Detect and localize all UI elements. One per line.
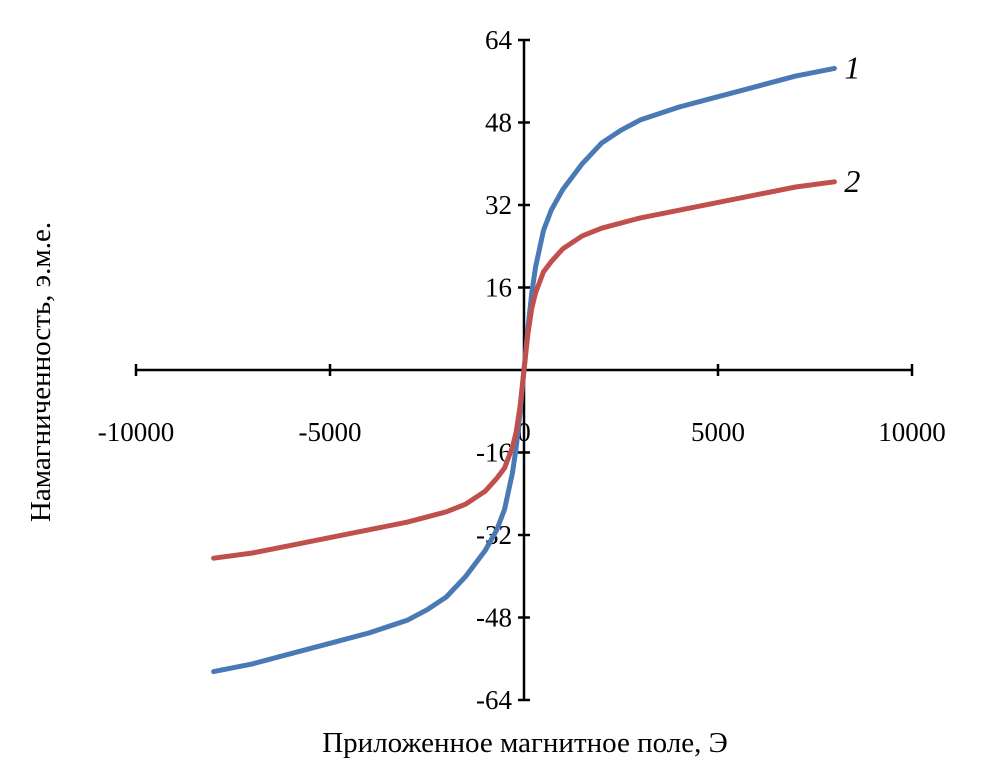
series-label-1: 1 [844,49,860,85]
y-tick-label: 16 [485,273,512,303]
x-tick-label: 10000 [878,417,946,447]
y-tick-label: 48 [485,108,512,138]
y-tick-label: -64 [476,685,512,715]
x-axis-label: Приложенное магнитное поле, Э [322,727,728,759]
series-label-2: 2 [844,163,860,199]
series-layer: 12 [211,49,860,675]
x-tick-label: 5000 [691,417,745,447]
y-tick-label: 64 [485,25,513,55]
series-line-2 [211,179,837,561]
x-tick-label: -10000 [98,417,175,447]
x-ticks: -10000 -5000 0 5000 10000 [98,364,946,447]
y-tick-label: -48 [476,603,512,633]
x-tick-label: -5000 [299,417,362,447]
y-axis-label: Намагниченность, э.м.е. [25,222,57,522]
y-tick-label: 32 [485,190,512,220]
